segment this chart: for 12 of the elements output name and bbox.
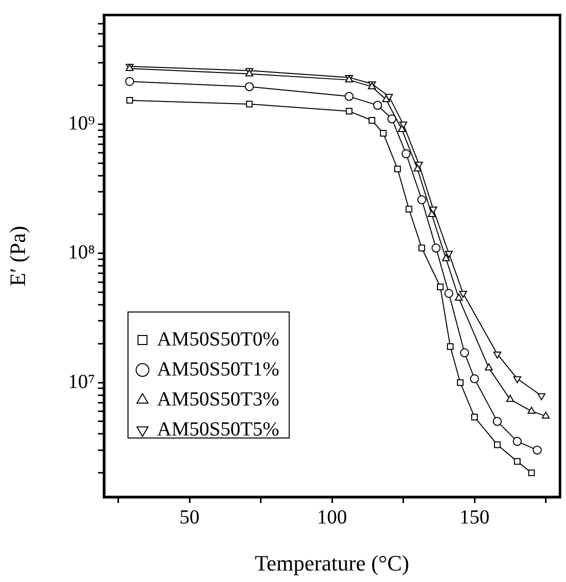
x-tick-label: 50 xyxy=(180,506,200,528)
x-tick-label: 150 xyxy=(460,506,490,528)
legend-label: AM50S50T5% xyxy=(157,418,280,440)
y-tick-label: 10⁹ xyxy=(68,112,96,134)
y-tick-label: 10⁷ xyxy=(68,370,96,393)
x-tick-label: 100 xyxy=(317,506,347,528)
x-axis-title: Temperature (°C) xyxy=(254,550,410,576)
legend-label: AM50S50T1% xyxy=(157,358,280,380)
legend-label: AM50S50T0% xyxy=(157,328,280,350)
legend-label: AM50S50T3% xyxy=(157,388,280,410)
y-tick-label: 10⁸ xyxy=(68,242,96,264)
y-axis-title: E′ (Pa) xyxy=(4,226,30,286)
